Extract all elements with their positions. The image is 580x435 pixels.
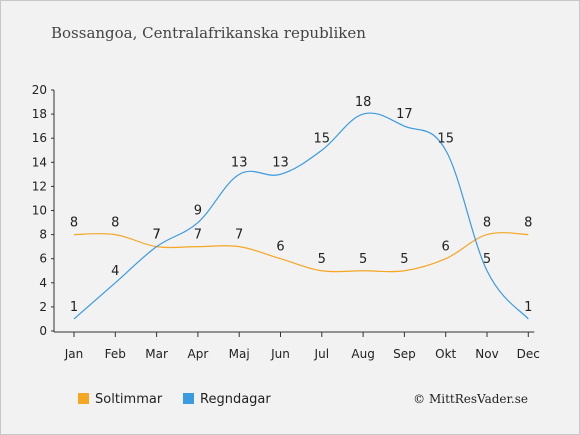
- data-label-regndagar: 5: [483, 252, 491, 267]
- credit-text: © MittResVader.se: [413, 392, 528, 406]
- data-label-regndagar: 15: [437, 131, 454, 146]
- y-tick-label: 20: [32, 83, 47, 97]
- data-label-soltimmar: 8: [111, 216, 119, 231]
- x-tick-label: Apr: [188, 347, 209, 361]
- data-label-regndagar: 1: [524, 300, 532, 315]
- legend-swatch-soltimmar: [78, 393, 89, 404]
- data-label-soltimmar: 8: [524, 216, 532, 231]
- x-tick-label: Sep: [393, 347, 416, 361]
- data-label-regndagar: 9: [194, 204, 202, 219]
- data-label-regndagar: 1: [70, 300, 78, 315]
- x-tick-label: Dec: [517, 347, 540, 361]
- data-label-regndagar: 15: [314, 131, 331, 146]
- data-label-soltimmar: 5: [359, 252, 367, 267]
- data-label-soltimmar: 6: [442, 240, 450, 255]
- y-tick-label: 12: [32, 179, 47, 193]
- legend-label-regndagar: Regndagar: [200, 392, 271, 407]
- data-label-soltimmar: 8: [483, 216, 491, 231]
- data-label-soltimmar: 5: [318, 252, 326, 267]
- x-tick-label: Jan: [64, 347, 84, 361]
- data-label-soltimmar: 8: [70, 216, 78, 231]
- x-tick-label: Jun: [270, 347, 290, 361]
- data-label-regndagar: 17: [396, 107, 413, 122]
- y-tick-label: 8: [39, 228, 47, 242]
- chart-title: Bossangoa, Centralafrikanska republiken: [51, 24, 366, 42]
- data-label-soltimmar: 5: [400, 252, 408, 267]
- y-tick-label: 16: [32, 131, 47, 145]
- y-tick-label: 0: [39, 324, 47, 338]
- data-label-regndagar: 18: [355, 95, 372, 110]
- x-tick-label: Feb: [105, 347, 126, 361]
- x-tick-label: Jul: [314, 347, 329, 361]
- y-tick-label: 2: [39, 300, 47, 314]
- data-label-soltimmar: 6: [276, 240, 284, 255]
- data-label-regndagar: 13: [231, 155, 248, 170]
- y-tick-label: 4: [39, 276, 47, 290]
- x-tick-label: Nov: [475, 347, 498, 361]
- data-label-soltimmar: 7: [235, 228, 243, 243]
- series-line-regndagar: [73, 112, 529, 320]
- legend: Soltimmar Regndagar: [78, 392, 271, 407]
- x-tick-label: Okt: [435, 347, 456, 361]
- x-tick-label: Mar: [145, 347, 168, 361]
- x-tick-label: Aug: [351, 347, 374, 361]
- data-label-soltimmar: 7: [194, 228, 202, 243]
- y-tick-label: 6: [39, 252, 47, 266]
- legend-label-soltimmar: Soltimmar: [95, 392, 163, 407]
- y-tick-label: 14: [32, 155, 47, 169]
- data-label-regndagar: 7: [152, 228, 160, 243]
- series-line-soltimmar: [73, 232, 529, 273]
- y-tick-label: 18: [32, 107, 47, 121]
- x-tick-label: Maj: [229, 347, 250, 361]
- data-label-regndagar: 13: [272, 155, 289, 170]
- y-tick-label: 10: [32, 204, 47, 218]
- legend-swatch-regndagar: [183, 393, 194, 404]
- data-label-soltimmar: 7: [152, 228, 160, 243]
- series-lines: [73, 112, 529, 320]
- data-label-regndagar: 4: [111, 264, 119, 279]
